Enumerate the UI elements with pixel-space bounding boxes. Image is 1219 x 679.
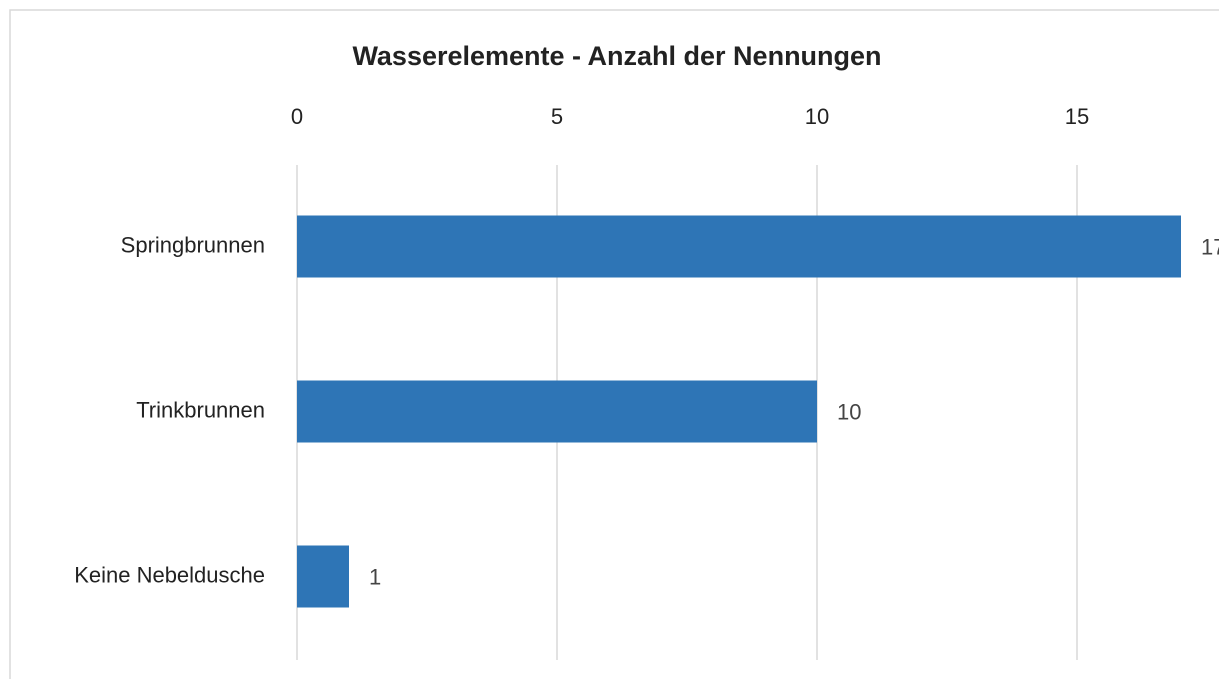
y-tick-label: Keine Nebeldusche	[74, 562, 265, 587]
data-label: 17	[1201, 234, 1219, 259]
x-tick-label: 0	[291, 104, 303, 129]
bar	[297, 215, 1181, 278]
x-tick-label: 15	[1065, 104, 1089, 129]
chart-title: Wasserelemente - Anzahl der Nennungen	[352, 41, 881, 71]
bar	[297, 545, 349, 608]
data-label: 10	[837, 399, 861, 424]
chart-frame	[9, 9, 1219, 679]
y-tick-label: Trinkbrunnen	[136, 397, 265, 422]
y-tick-label: Springbrunnen	[121, 232, 265, 257]
x-tick-label: 5	[551, 104, 563, 129]
data-label: 1	[369, 564, 381, 589]
x-tick-label: 10	[805, 104, 829, 129]
bar	[297, 380, 817, 443]
